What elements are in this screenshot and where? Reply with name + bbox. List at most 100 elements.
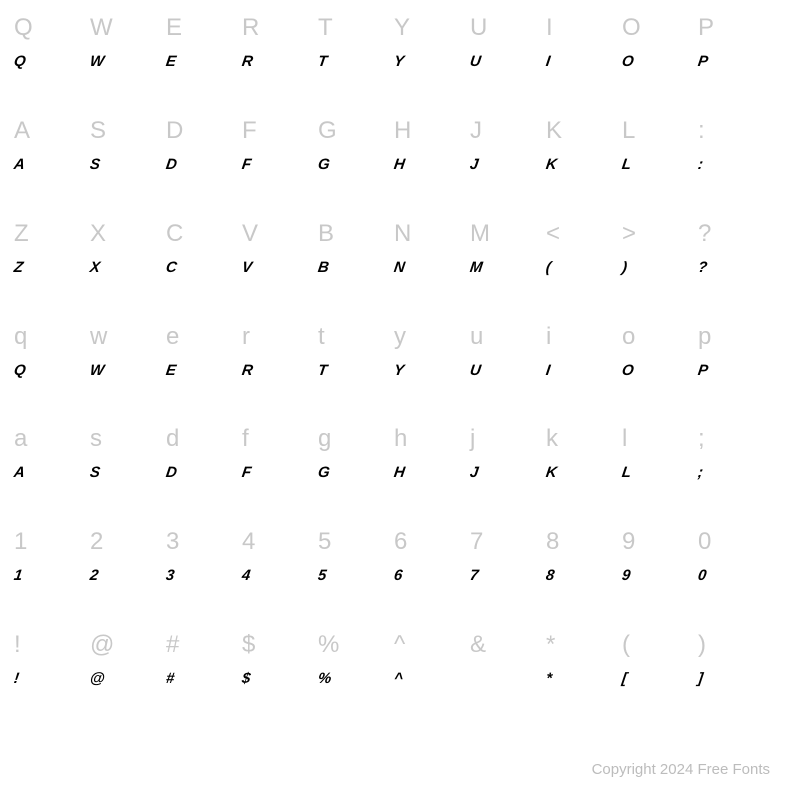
reference-glyph: 9: [622, 530, 635, 554]
sample-glyph: T: [317, 54, 328, 69]
char-cell: <(: [542, 216, 618, 319]
reference-glyph: I: [546, 16, 553, 40]
reference-glyph: K: [546, 119, 562, 143]
sample-glyph: *: [545, 671, 552, 686]
sample-glyph: ]: [697, 671, 704, 686]
char-cell: ([: [618, 627, 694, 730]
sample-glyph: C: [165, 260, 177, 275]
reference-glyph: ^: [394, 633, 405, 657]
sample-glyph: #: [165, 671, 175, 686]
reference-glyph: d: [166, 427, 179, 451]
sample-glyph: [: [621, 671, 628, 686]
char-cell: 88: [542, 524, 618, 627]
character-map-grid: QQWWEERRTTYYUUIIOOPPAASSDDFFGGHHJJKKLL::…: [0, 0, 780, 730]
sample-glyph: Y: [393, 363, 405, 378]
reference-glyph: r: [242, 325, 250, 349]
sample-glyph: G: [317, 465, 330, 480]
reference-glyph: >: [622, 222, 636, 246]
sample-glyph: A: [13, 465, 25, 480]
sample-glyph: S: [89, 157, 101, 172]
reference-glyph: y: [394, 325, 406, 349]
reference-glyph: (: [622, 633, 630, 657]
sample-glyph: 8: [545, 568, 555, 583]
sample-glyph: U: [469, 363, 481, 378]
sample-glyph: R: [241, 363, 253, 378]
char-cell: fF: [238, 421, 314, 524]
char-cell: 33: [162, 524, 238, 627]
sample-glyph: Q: [13, 54, 26, 69]
char-cell: LL: [618, 113, 694, 216]
char-cell: HH: [390, 113, 466, 216]
sample-glyph: Z: [13, 260, 24, 275]
reference-glyph: t: [318, 325, 325, 349]
reference-glyph: *: [546, 633, 555, 657]
reference-glyph: Q: [14, 16, 33, 40]
reference-glyph: k: [546, 427, 558, 451]
char-cell: uU: [466, 319, 542, 422]
char-cell: CC: [162, 216, 238, 319]
char-cell: BB: [314, 216, 390, 319]
sample-glyph: 7: [469, 568, 479, 583]
reference-glyph: j: [470, 427, 475, 451]
sample-glyph: !: [13, 671, 20, 686]
char-cell: pP: [694, 319, 770, 422]
char-cell: 00: [694, 524, 770, 627]
reference-glyph: s: [90, 427, 102, 451]
char-cell: WW: [86, 10, 162, 113]
reference-glyph: 7: [470, 530, 483, 554]
reference-glyph: &: [470, 633, 486, 657]
char-cell: ::: [694, 113, 770, 216]
char-cell: 44: [238, 524, 314, 627]
char-cell: NN: [390, 216, 466, 319]
reference-glyph: T: [318, 16, 333, 40]
sample-glyph: D: [165, 157, 177, 172]
sample-glyph: 1: [13, 568, 23, 583]
char-cell: ;;: [694, 421, 770, 524]
char-cell: &: [466, 627, 542, 730]
reference-glyph: h: [394, 427, 407, 451]
sample-glyph: 0: [697, 568, 707, 583]
char-cell: TT: [314, 10, 390, 113]
reference-glyph: p: [698, 325, 711, 349]
sample-glyph: P: [697, 54, 709, 69]
char-cell: oO: [618, 319, 694, 422]
reference-glyph: 8: [546, 530, 559, 554]
reference-glyph: ?: [698, 222, 711, 246]
reference-glyph: H: [394, 119, 411, 143]
reference-glyph: ;: [698, 427, 705, 451]
sample-glyph: X: [89, 260, 101, 275]
reference-glyph: @: [90, 633, 114, 657]
char-cell: gG: [314, 421, 390, 524]
reference-glyph: Z: [14, 222, 29, 246]
reference-glyph: E: [166, 16, 182, 40]
char-cell: %%: [314, 627, 390, 730]
char-cell: 77: [466, 524, 542, 627]
reference-glyph: P: [698, 16, 714, 40]
sample-glyph: I: [545, 54, 551, 69]
char-cell: yY: [390, 319, 466, 422]
sample-glyph: O: [621, 363, 634, 378]
reference-glyph: o: [622, 325, 635, 349]
reference-glyph: 1: [14, 530, 27, 554]
sample-glyph: Y: [393, 54, 405, 69]
char-cell: hH: [390, 421, 466, 524]
sample-glyph: B: [317, 260, 329, 275]
char-cell: AA: [10, 113, 86, 216]
sample-glyph: S: [89, 465, 101, 480]
char-cell: FF: [238, 113, 314, 216]
sample-glyph: R: [241, 54, 253, 69]
sample-glyph: T: [317, 363, 328, 378]
sample-glyph: E: [165, 363, 177, 378]
char-cell: PP: [694, 10, 770, 113]
char-cell: @@: [86, 627, 162, 730]
char-cell: OO: [618, 10, 694, 113]
char-cell: 55: [314, 524, 390, 627]
sample-glyph: ?: [697, 260, 708, 275]
reference-glyph: g: [318, 427, 331, 451]
reference-glyph: #: [166, 633, 179, 657]
sample-glyph: 2: [89, 568, 99, 583]
sample-glyph: ^: [393, 671, 403, 686]
reference-glyph: S: [90, 119, 106, 143]
reference-glyph: a: [14, 427, 27, 451]
char-cell: aA: [10, 421, 86, 524]
